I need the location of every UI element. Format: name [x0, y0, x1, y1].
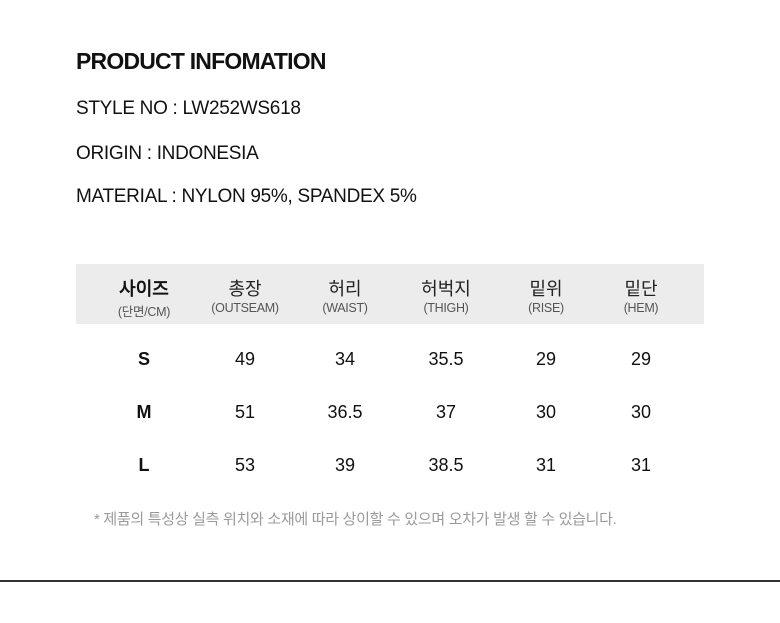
cell-thigh: 38.5	[428, 455, 464, 475]
header-outseam-unit: (OUTSEAM)	[211, 301, 279, 315]
header-rise: 밑위	[529, 279, 563, 299]
style-number: STYLE NO : LW252WS618	[76, 98, 301, 119]
measurement-note: * 제품의 특성상 실측 위치와 소재에 따라 상이할 수 있으며 오차가 발생…	[94, 511, 617, 528]
cell-rise: 31	[535, 455, 557, 475]
cell-waist: 36.5	[327, 402, 363, 422]
cell-size: M	[136, 402, 152, 422]
header-hem-unit: (HEM)	[623, 301, 659, 315]
header-size: 사이즈	[119, 279, 169, 299]
page-title: PRODUCT INFOMATION	[76, 48, 326, 74]
cell-rise: 29	[535, 349, 557, 369]
table-row: M 51 36.5 37 30 30	[76, 402, 704, 432]
header-rise-unit: (RISE)	[528, 301, 564, 315]
header-thigh-unit: (THIGH)	[423, 301, 469, 315]
cell-outseam: 49	[234, 349, 256, 369]
cell-hem: 29	[630, 349, 652, 369]
cell-waist: 39	[334, 455, 356, 475]
header-waist-unit: (WAIST)	[322, 301, 368, 315]
cell-size: L	[138, 455, 150, 475]
cell-outseam: 51	[234, 402, 256, 422]
cell-thigh: 35.5	[428, 349, 464, 369]
cell-outseam: 53	[234, 455, 256, 475]
cell-rise: 30	[535, 402, 557, 422]
size-table-header: 사이즈 (단면/CM) 총장 (OUTSEAM) 허리 (WAIST) 허벅지 (THIGH)…	[76, 264, 704, 324]
header-waist: 허리	[328, 279, 362, 299]
header-outseam: 총장	[228, 279, 262, 299]
divider	[0, 580, 780, 582]
origin: ORIGIN : INDONESIA	[76, 143, 259, 164]
cell-size: S	[137, 349, 151, 369]
header-size-unit: (단면/CM)	[117, 305, 171, 319]
cell-hem: 30	[630, 402, 652, 422]
header-thigh: 허벅지	[421, 279, 471, 299]
material: MATERIAL : NYLON 95%, SPANDEX 5%	[76, 186, 417, 207]
cell-thigh: 37	[435, 402, 457, 422]
table-row: L 53 39 38.5 31 31	[76, 455, 704, 485]
table-row: S 49 34 35.5 29 29	[76, 349, 704, 379]
cell-waist: 34	[334, 349, 356, 369]
header-hem: 밑단	[624, 279, 658, 299]
cell-hem: 31	[630, 455, 652, 475]
